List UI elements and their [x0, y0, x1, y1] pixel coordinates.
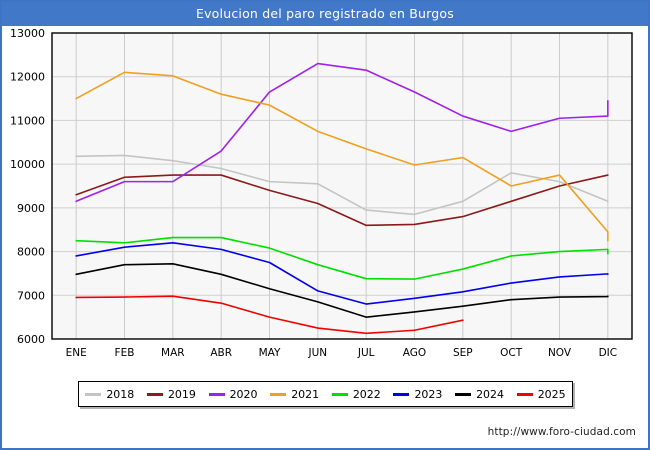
y-tick-label: 8000 — [17, 246, 45, 259]
legend-label: 2023 — [414, 387, 443, 401]
x-tick-label: JUN — [308, 347, 328, 359]
legend-swatch-icon — [393, 392, 410, 396]
legend-item-2022[interactable]: 2022 — [331, 387, 381, 401]
source-url: http://www.foro-ciudad.com — [487, 426, 636, 438]
legend-item-2018[interactable]: 2018 — [85, 389, 134, 400]
chart-legend: 2018 2019 2020 2021 2022 2023 2024 2025 — [78, 381, 573, 407]
legend-item-2024[interactable]: 2024 — [455, 389, 504, 400]
legend-item-2021[interactable]: 2021 — [270, 389, 319, 400]
y-tick-label: 10000 — [10, 158, 45, 171]
x-tick-label: AGO — [403, 347, 426, 359]
legend-item-2020[interactable]: 2020 — [208, 387, 258, 401]
y-tick-label: 7000 — [17, 289, 45, 302]
series-line-2025 — [75, 295, 464, 335]
legend-label: 2019 — [167, 387, 196, 401]
x-tick-label: OCT — [500, 347, 523, 359]
series-line-2024 — [75, 263, 609, 318]
legend-swatch-icon — [516, 392, 533, 396]
plot-background — [52, 33, 632, 339]
legend-item-2019[interactable]: 2019 — [146, 387, 196, 401]
series-line-2019 — [75, 174, 609, 227]
y-tick-label: 6000 — [17, 333, 45, 346]
legend-label: 2022 — [352, 387, 381, 401]
x-tick-label: DIC — [599, 347, 618, 359]
x-tick-label: NOV — [548, 347, 572, 359]
series-line-2021 — [75, 71, 609, 242]
legend-label: 2020 — [229, 387, 258, 401]
legend-item-2025[interactable]: 2025 — [516, 387, 566, 401]
legend-swatch-icon — [208, 392, 225, 396]
plot-frame — [51, 32, 633, 340]
legend-swatch-icon — [270, 392, 287, 396]
data-series-group — [75, 62, 609, 335]
y-axis-tick-labels: 13000 12000 11000 10000 9000 8000 7000 6000 — [10, 27, 45, 346]
legend-swatch-icon — [331, 392, 348, 396]
legend-item-2023[interactable]: 2023 — [393, 389, 442, 400]
x-tick-label: MAY — [259, 347, 281, 359]
x-tick-label: MAR — [161, 347, 185, 359]
x-tick-label: ABR — [210, 347, 232, 359]
series-line-2023 — [75, 242, 609, 305]
legend-swatch-icon — [455, 392, 472, 396]
x-tick-label: FEB — [115, 347, 135, 359]
legend-label: 2025 — [537, 387, 566, 401]
series-line-2022 — [75, 236, 609, 280]
window-title: Evolucion del paro registrado en Burgos — [2, 2, 648, 26]
legend-swatch-icon — [146, 392, 163, 396]
legend-label: 2024 — [476, 387, 505, 401]
legend-label: 2018 — [106, 387, 135, 401]
y-tick-label: 12000 — [10, 71, 45, 84]
legend-label: 2021 — [291, 387, 320, 401]
chart-area: 13000 12000 11000 10000 9000 8000 7000 6000 ENE… — [2, 26, 648, 448]
legend-swatch-icon — [85, 392, 102, 396]
x-axis-tick-labels: ENE FEB MAR ABR MAY JUN JUL AGO SEP OCT NOV DIC — [66, 347, 617, 359]
y-tick-label: 11000 — [10, 114, 45, 127]
x-tick-label: JUL — [357, 347, 375, 359]
y-tick-label: 9000 — [17, 202, 45, 215]
y-tick-label: 13000 — [10, 27, 45, 40]
x-tick-label: SEP — [453, 347, 473, 359]
x-tick-label: ENE — [66, 347, 87, 359]
series-line-2020 — [75, 62, 609, 203]
series-line-2018 — [75, 154, 609, 216]
line-chart-svg: 13000 12000 11000 10000 9000 8000 7000 6000 ENE… — [10, 27, 633, 359]
